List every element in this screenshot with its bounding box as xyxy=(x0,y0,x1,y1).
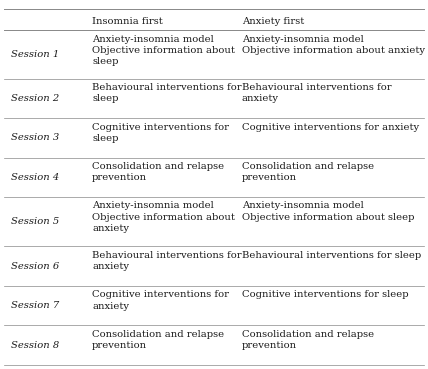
Text: Anxiety first: Anxiety first xyxy=(242,17,304,25)
Text: Anxiety-insomnia model
Objective information about
sleep: Anxiety-insomnia model Objective informa… xyxy=(92,35,235,66)
Text: Session 7: Session 7 xyxy=(11,301,59,310)
Text: Session 6: Session 6 xyxy=(11,262,59,271)
Text: Consolidation and relapse
prevention: Consolidation and relapse prevention xyxy=(92,162,224,182)
Text: Anxiety-insomnia model
Objective information about sleep: Anxiety-insomnia model Objective informa… xyxy=(242,201,414,221)
Text: Anxiety-insomnia model
Objective information about anxiety: Anxiety-insomnia model Objective informa… xyxy=(242,35,425,55)
Text: Consolidation and relapse
prevention: Consolidation and relapse prevention xyxy=(92,330,224,350)
Text: Session 4: Session 4 xyxy=(11,173,59,182)
Text: Behavioural interventions for
anxiety: Behavioural interventions for anxiety xyxy=(92,251,242,271)
Text: Behavioural interventions for
sleep: Behavioural interventions for sleep xyxy=(92,83,242,103)
Text: Behavioural interventions for
anxiety: Behavioural interventions for anxiety xyxy=(242,83,392,103)
Text: Session 1: Session 1 xyxy=(11,50,59,59)
Text: Consolidation and relapse
prevention: Consolidation and relapse prevention xyxy=(242,162,374,182)
Text: Session 3: Session 3 xyxy=(11,133,59,142)
Text: Session 5: Session 5 xyxy=(11,217,59,226)
Text: Session 2: Session 2 xyxy=(11,94,59,103)
Text: Consolidation and relapse
prevention: Consolidation and relapse prevention xyxy=(242,330,374,350)
Text: Insomnia first: Insomnia first xyxy=(92,17,163,25)
Text: Cognitive interventions for
sleep: Cognitive interventions for sleep xyxy=(92,123,229,142)
Text: Cognitive interventions for anxiety: Cognitive interventions for anxiety xyxy=(242,123,419,131)
Text: Anxiety-insomnia model
Objective information about
anxiety: Anxiety-insomnia model Objective informa… xyxy=(92,201,235,233)
Text: Session 8: Session 8 xyxy=(11,341,59,350)
Text: Cognitive interventions for sleep: Cognitive interventions for sleep xyxy=(242,290,408,299)
Text: Cognitive interventions for
anxiety: Cognitive interventions for anxiety xyxy=(92,290,229,310)
Text: Behavioural interventions for sleep: Behavioural interventions for sleep xyxy=(242,251,421,260)
